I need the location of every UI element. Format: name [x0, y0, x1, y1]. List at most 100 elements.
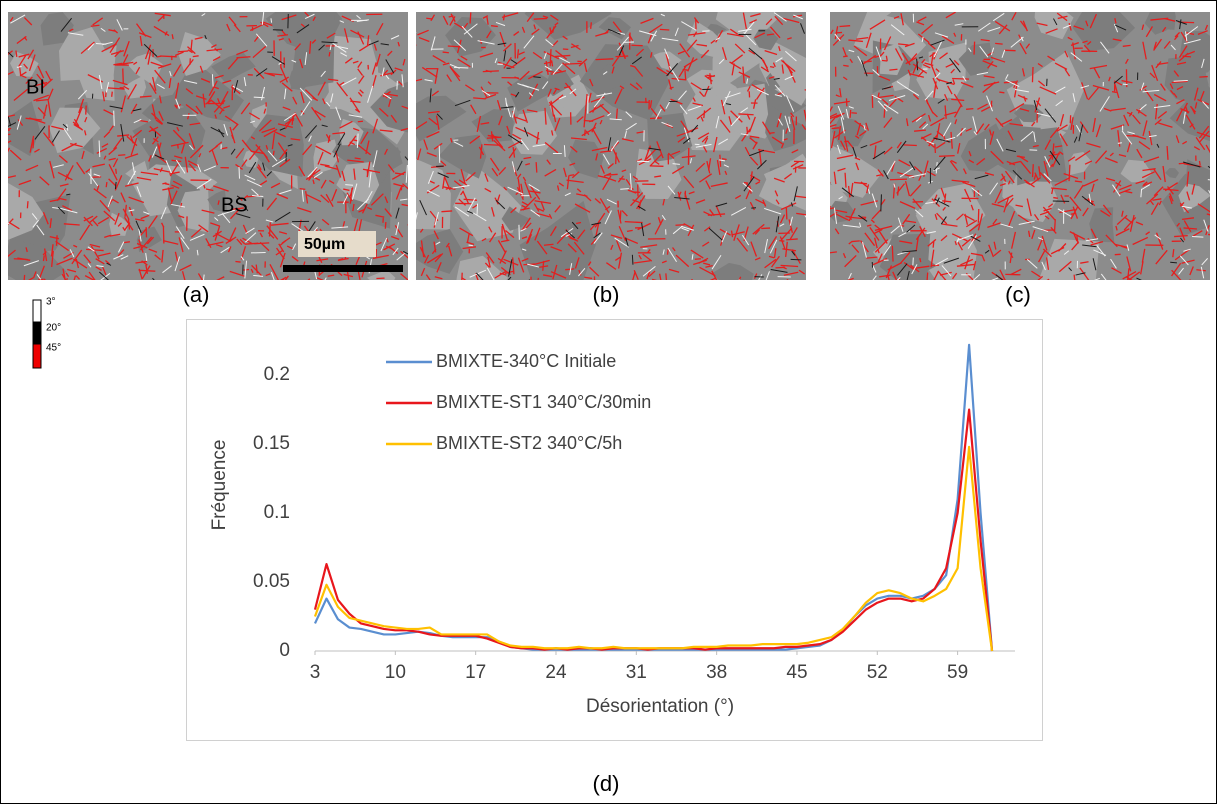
boundary	[1199, 161, 1200, 165]
boundary	[995, 43, 1003, 44]
boundary	[469, 245, 473, 246]
boundary	[596, 59, 614, 60]
boundary	[254, 243, 269, 244]
color-key: 3° 20° 45°	[33, 297, 61, 368]
boundary	[1039, 279, 1049, 285]
y-tick-label: 0.05	[253, 571, 290, 592]
x-tick-label: 52	[867, 662, 888, 683]
boundary	[24, 275, 25, 285]
boundary	[1192, 236, 1203, 237]
boundary	[892, 246, 893, 262]
boundary	[920, 258, 921, 262]
boundary	[491, 26, 498, 27]
boundary	[852, 241, 860, 242]
y-tick-label: 0.1	[264, 502, 290, 523]
micrograph	[402, 0, 840, 307]
boundary	[952, 78, 969, 79]
boundary	[1167, 146, 1168, 160]
boundary	[527, 280, 530, 284]
boundary	[673, 164, 680, 165]
boundary	[900, 225, 905, 226]
key-black	[33, 322, 41, 344]
boundary	[632, 255, 633, 265]
boundary	[409, 32, 417, 38]
boundary	[815, 182, 830, 185]
x-tick-label: 45	[786, 662, 807, 683]
boundary	[106, 182, 107, 187]
boundary	[565, 63, 582, 64]
boundary	[864, 61, 872, 62]
boundary	[152, 278, 164, 291]
boundary	[935, 144, 936, 153]
boundary	[280, 279, 283, 292]
key-label: 45°	[46, 343, 61, 354]
boundary	[439, 146, 440, 163]
boundary	[843, 56, 847, 57]
panel-label: (d)	[593, 771, 620, 796]
x-tick-label: 59	[947, 662, 968, 683]
boundary	[1170, 262, 1177, 263]
scale-bar-label: 50µm	[304, 236, 345, 253]
boundary	[744, 183, 748, 184]
boundary	[14, 259, 28, 260]
key-label: 3°	[46, 297, 56, 308]
boundary	[56, 235, 57, 246]
boundary	[569, 175, 574, 176]
annotation: BI	[26, 76, 45, 98]
boundary	[966, 109, 973, 110]
boundary	[329, 52, 330, 56]
boundary	[939, 156, 955, 157]
boundary	[385, 222, 386, 229]
boundary	[172, 34, 173, 39]
boundary	[254, 97, 265, 98]
boundary	[550, 49, 551, 66]
x-tick-label: 38	[706, 662, 727, 683]
boundary	[123, 68, 124, 83]
boundary	[273, 151, 274, 156]
boundary	[817, 207, 831, 209]
boundary	[779, 241, 784, 242]
boundary	[805, 90, 815, 92]
boundary	[99, 140, 100, 156]
boundary	[1112, 92, 1117, 93]
boundary	[1208, 234, 1214, 235]
boundary	[140, 96, 152, 97]
boundary	[118, 155, 125, 156]
x-axis-title: Désorientation (°)	[586, 696, 734, 717]
boundary	[408, 224, 411, 228]
boundary	[300, 189, 306, 190]
boundary	[115, 182, 116, 189]
x-tick-label: 17	[465, 662, 486, 683]
boundary	[733, 280, 739, 289]
y-axis-title: Fréquence	[209, 440, 230, 531]
boundary	[616, 109, 617, 120]
panel-label: (a)	[183, 282, 210, 307]
boundary	[747, 127, 748, 134]
x-tick-label: 24	[545, 662, 567, 683]
key-red	[33, 344, 41, 368]
boundary	[890, 179, 907, 180]
boundary	[720, 155, 721, 167]
boundary	[625, 222, 643, 223]
boundary	[193, 56, 199, 57]
boundary	[1118, 143, 1122, 144]
boundary	[933, 241, 934, 248]
boundary	[235, 262, 240, 263]
boundary	[479, 280, 481, 292]
boundary	[1032, 67, 1033, 82]
boundary	[1055, 219, 1056, 231]
boundary	[271, 18, 272, 22]
boundary	[461, 273, 462, 290]
x-tick-label: 10	[385, 662, 406, 683]
boundary	[722, 159, 727, 160]
x-tick-label: 31	[626, 662, 647, 683]
boundary	[1126, 136, 1138, 137]
legend-label: BMIXTE-ST1 340°C/30min	[436, 392, 651, 412]
boundary	[178, 51, 188, 52]
boundary	[620, 210, 621, 219]
boundary	[112, 92, 113, 97]
boundary	[533, 77, 540, 78]
